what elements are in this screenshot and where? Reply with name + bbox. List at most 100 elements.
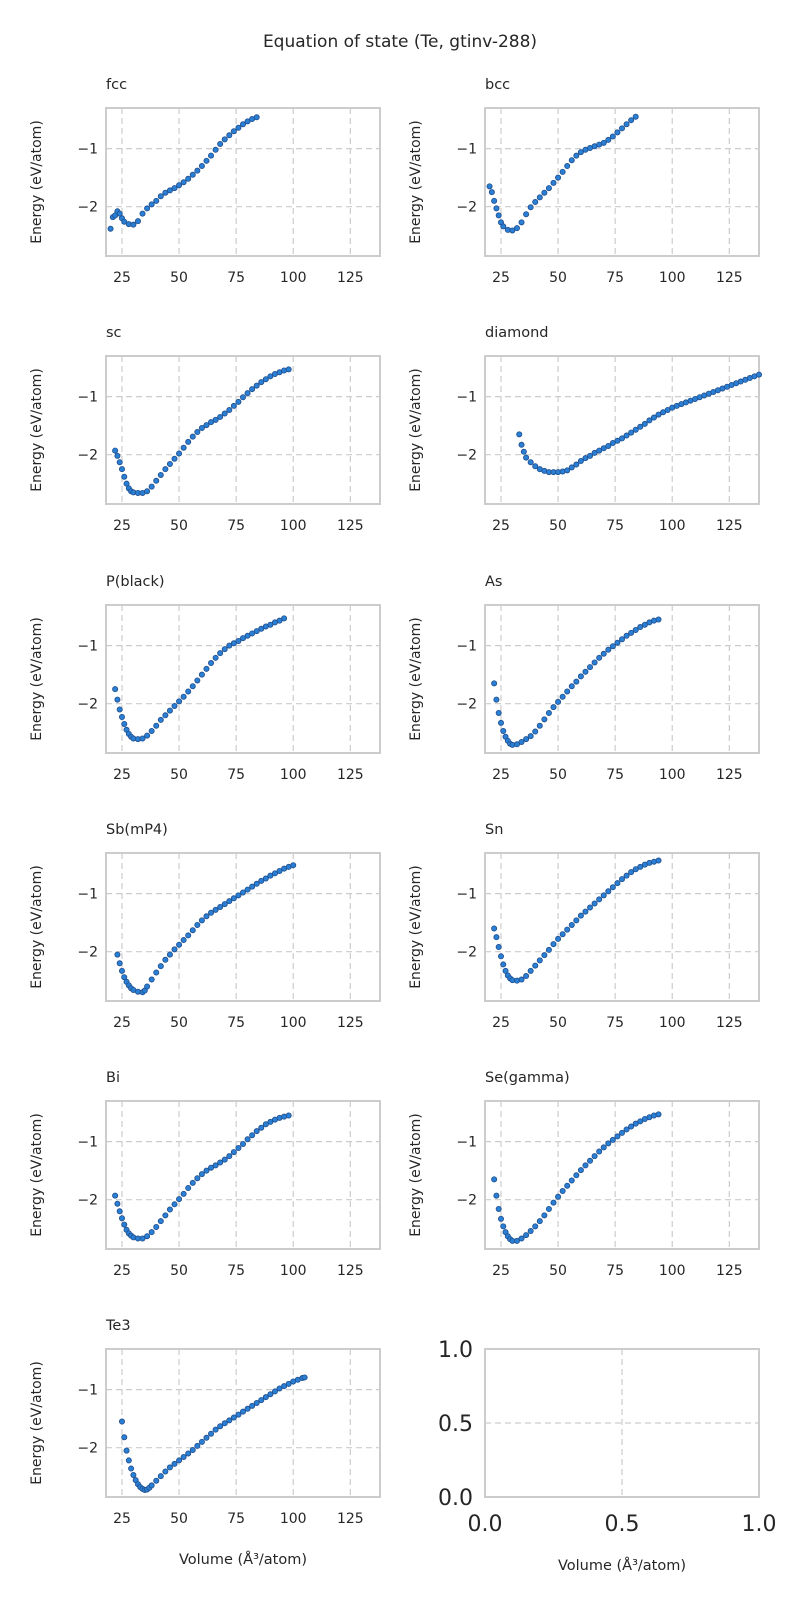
data-point <box>267 621 274 628</box>
data-point <box>491 925 498 932</box>
data-point <box>176 450 183 457</box>
data-point <box>532 962 539 969</box>
data-point <box>189 1179 196 1186</box>
x-tick-label: 25 <box>113 767 131 783</box>
data-points <box>112 366 292 496</box>
y-axis-label: Energy (eV/atom) <box>408 1113 424 1237</box>
data-point <box>541 1212 548 1219</box>
data-point <box>518 976 525 983</box>
data-point <box>641 420 648 427</box>
data-points <box>112 1112 292 1242</box>
data-point <box>198 917 205 924</box>
data-point <box>523 454 530 461</box>
data-point <box>118 1215 125 1222</box>
data-point <box>239 1140 246 1147</box>
data-point <box>276 617 283 624</box>
x-tick-label: 125 <box>337 1263 364 1279</box>
x-tick-label: 25 <box>113 518 131 534</box>
data-point <box>267 373 274 380</box>
x-tick-label: 100 <box>659 767 686 783</box>
x-tick-label: 75 <box>606 1015 624 1031</box>
x-tick-label: 75 <box>227 767 245 783</box>
data-point <box>189 1446 196 1453</box>
data-point <box>623 872 630 879</box>
axes-frame <box>484 852 760 1002</box>
subplot-8: 25 50 75 100 125 −1 −2 Sn Energy (eV/atom) <box>408 822 760 1031</box>
data-point <box>118 714 125 721</box>
data-point <box>166 707 173 714</box>
data-point <box>157 716 164 723</box>
data-point <box>249 630 256 637</box>
data-point <box>253 1128 260 1135</box>
data-point <box>253 382 260 389</box>
data-point <box>198 1438 205 1445</box>
data-point <box>249 1402 256 1409</box>
x-tick-label: 25 <box>113 270 131 286</box>
x-tick-label: 25 <box>492 1263 510 1279</box>
data-point <box>212 416 219 423</box>
data-point <box>185 1450 192 1457</box>
data-point <box>185 932 192 939</box>
data-point <box>609 1136 616 1143</box>
data-point <box>573 678 580 685</box>
data-point <box>637 624 644 631</box>
x-tick-label: 0.0 <box>468 1512 503 1537</box>
data-point <box>134 218 141 225</box>
data-point <box>495 944 502 951</box>
data-point <box>564 1182 571 1189</box>
data-point <box>502 967 509 974</box>
data-point <box>203 1167 210 1174</box>
x-tick-label: 100 <box>659 518 686 534</box>
y-axis-label: Energy (eV/atom) <box>408 865 424 989</box>
data-point <box>582 455 589 462</box>
data-point <box>493 696 500 703</box>
x-tick-label: 100 <box>659 270 686 286</box>
data-point <box>171 1460 178 1467</box>
data-point <box>162 1468 169 1475</box>
y-tick-label: −2 <box>77 200 98 216</box>
data-point <box>577 673 584 680</box>
data-point <box>244 1405 251 1412</box>
data-point <box>114 951 121 958</box>
data-point <box>116 210 123 217</box>
data-point <box>230 402 237 409</box>
data-point <box>118 466 125 473</box>
data-point <box>118 967 125 974</box>
data-point <box>591 449 598 456</box>
data-point <box>500 961 507 968</box>
data-point <box>258 1124 265 1131</box>
data-point <box>217 1423 224 1430</box>
y-tick-label: −2 <box>77 697 98 713</box>
data-point <box>655 857 662 864</box>
data-point <box>541 716 548 723</box>
data-point <box>641 621 648 628</box>
data-point <box>523 736 530 743</box>
x-tick-label: 125 <box>716 1015 743 1031</box>
x-axis-label: Volume (Å³/atom) <box>179 1551 307 1568</box>
subplot-title: Sb(mP4) <box>106 822 168 838</box>
data-point <box>619 876 626 883</box>
data-point <box>564 467 571 474</box>
data-point <box>148 727 155 734</box>
data-point <box>513 1237 520 1244</box>
axes-frame <box>105 355 381 505</box>
data-point <box>493 1192 500 1199</box>
y-tick-label: −2 <box>456 200 477 216</box>
x-tick-label: 50 <box>549 518 567 534</box>
data-point <box>609 133 616 140</box>
data-point <box>162 712 169 719</box>
data-point <box>235 1145 242 1152</box>
data-point <box>217 903 224 910</box>
data-point <box>121 720 128 727</box>
axes-frame <box>105 852 381 1002</box>
data-point <box>253 114 260 121</box>
data-point <box>290 862 297 869</box>
data-point <box>139 735 146 742</box>
data-point <box>244 390 251 397</box>
y-axis-label: Energy (eV/atom) <box>29 617 45 741</box>
data-point <box>655 1111 662 1118</box>
data-point <box>166 460 173 467</box>
data-point <box>239 635 246 642</box>
data-point <box>491 197 498 204</box>
data-point <box>239 889 246 896</box>
